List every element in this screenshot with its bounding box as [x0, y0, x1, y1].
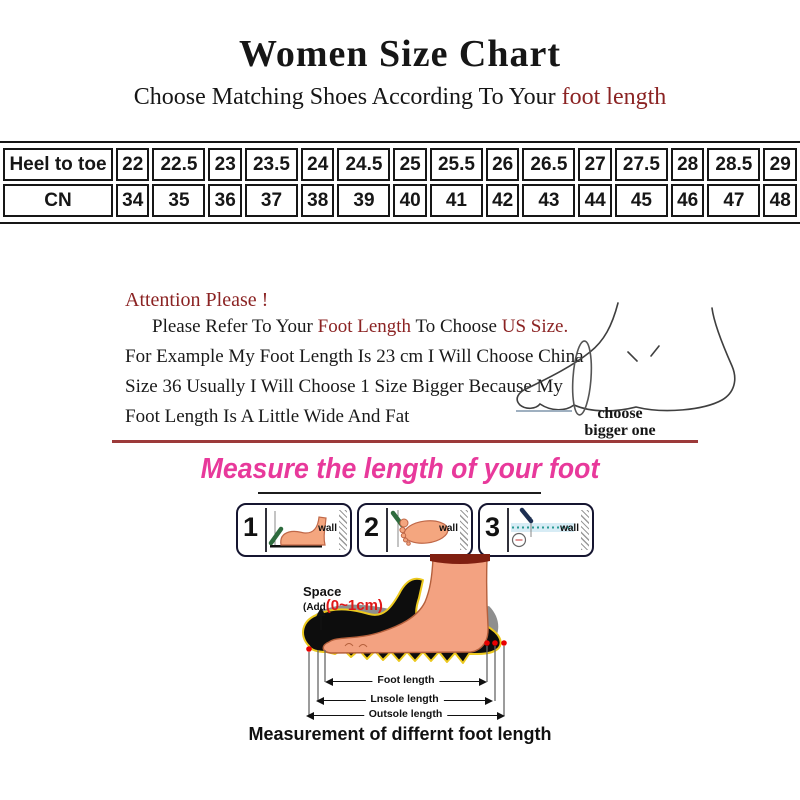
step-number-3: 3	[485, 512, 501, 542]
attention-line-1-text: Please Refer To Your	[152, 316, 318, 337]
arrow-right-head	[479, 677, 487, 686]
arrow-insole-length-label: Lnsole length	[365, 693, 444, 705]
wall-hatch	[581, 510, 589, 550]
arrow-outsole-length: Outsole length	[306, 708, 505, 722]
cn-cell: 43	[522, 184, 576, 217]
heel-cell: 22.5	[152, 148, 206, 181]
step-number-2: 2	[364, 512, 380, 542]
attention-line-3: Size 36 Usually I Will Choose 1 Size Big…	[125, 376, 563, 397]
attention-line-2: For Example My Foot Length Is 23 cm I Wi…	[125, 346, 584, 367]
step2-top-foot-illustration	[390, 510, 449, 547]
attention-us-size-highlight: US Size.	[501, 316, 569, 337]
arrow-right-head	[485, 696, 493, 705]
heel-cell: 24	[300, 148, 335, 181]
measure-heading: Measure the length of your foot	[200, 453, 600, 485]
wall-hatch	[460, 510, 468, 550]
heel-cell: 26.5	[522, 148, 576, 181]
wall-label: wall	[318, 523, 337, 534]
cn-cell: 38	[300, 184, 335, 217]
step-divider	[265, 508, 267, 552]
heel-cell: 29	[763, 148, 797, 181]
wall-hatch	[339, 510, 347, 550]
space-label: Space	[303, 584, 342, 599]
step-divider	[507, 508, 509, 552]
cn-cell: 42	[485, 184, 520, 217]
space-add-label: (Add(0~1cm)	[303, 597, 383, 614]
cn-cell: 36	[208, 184, 242, 217]
space-add-prefix: (Add	[303, 602, 326, 613]
cn-cell: 34	[116, 184, 150, 217]
attention-line-1-text2: To Choose	[411, 316, 502, 337]
cn-cell: 39	[337, 184, 391, 217]
heel-cell: 25	[393, 148, 427, 181]
heel-cell: 25.5	[429, 148, 483, 181]
subtitle-highlight: foot length	[561, 84, 667, 110]
size-table-wrapper: Heel to toe 22 22.5 23 23.5 24 24.5 25 2…	[0, 141, 800, 224]
arrow-outsole-length-label: Outsole length	[363, 708, 448, 720]
heel-cell: 26	[485, 148, 520, 181]
choose-bigger-note-line2: bigger one	[584, 422, 656, 439]
heel-cell: 27	[578, 148, 612, 181]
step-divider	[386, 508, 388, 552]
attention-line-1: Please Refer To Your Foot Length To Choo…	[125, 316, 568, 338]
arrow-foot-length: Foot length	[325, 674, 487, 688]
heel-cell: 23.5	[244, 148, 298, 181]
page-title: Women Size Chart	[238, 33, 562, 75]
cn-cell: 48	[763, 184, 797, 217]
cn-cell: 40	[393, 184, 427, 217]
subtitle: Choose Matching Shoes According To Your …	[0, 84, 800, 111]
measuring-steps: 1 wall 2 wall	[236, 503, 594, 557]
step-box-3: 3 wall	[478, 503, 594, 557]
toe-mark-line	[516, 410, 572, 412]
heel-cell: 27.5	[614, 148, 668, 181]
step-box-2: 2 wall	[357, 503, 473, 557]
heel-cell: 22	[116, 148, 150, 181]
choose-bigger-note-line1: choose	[597, 405, 643, 422]
foot-measure-illustration	[302, 554, 507, 716]
wall-label: wall	[560, 523, 579, 534]
row-label-cn: CN	[3, 184, 113, 217]
diagram-caption: Measurement of differnt foot length	[248, 724, 552, 744]
heel-cell: 23	[208, 148, 242, 181]
arrow-insole-length: Lnsole length	[316, 693, 493, 707]
arrow-foot-length-label: Foot length	[372, 674, 440, 686]
step1-side-foot-illustration	[268, 511, 327, 548]
space-add-value: (0~1cm)	[325, 597, 383, 614]
heel-cell: 28.5	[707, 148, 761, 181]
cn-cell: 35	[152, 184, 206, 217]
cn-cell: 46	[670, 184, 705, 217]
steps-top-rule	[258, 492, 541, 494]
table-row-heel-to-toe: Heel to toe 22 22.5 23 23.5 24 24.5 25 2…	[3, 148, 797, 181]
wall-label: wall	[439, 523, 458, 534]
step-box-1: 1 wall	[236, 503, 352, 557]
choose-bigger-note: choose bigger one	[560, 405, 680, 439]
subtitle-text: Choose Matching Shoes According To Your	[133, 84, 562, 110]
row-label-heel-to-toe: Heel to toe	[3, 148, 113, 181]
cn-cell: 41	[429, 184, 483, 217]
attention-foot-length-highlight: Foot Length	[317, 316, 412, 337]
cn-cell: 47	[707, 184, 761, 217]
table-row-cn: CN 34 35 36 37 38 39 40 41 42 43 44 45 4…	[3, 184, 797, 217]
step-number-1: 1	[243, 512, 259, 542]
cn-cell: 37	[244, 184, 298, 217]
size-table: Heel to toe 22 22.5 23 23.5 24 24.5 25 2…	[0, 145, 800, 220]
cn-cell: 45	[614, 184, 668, 217]
foot-sketch-illustration	[516, 302, 736, 416]
attention-line-4: Foot Length Is A Little Wide And Fat	[125, 406, 410, 427]
cn-cell: 44	[578, 184, 612, 217]
step3-measure-line-illustration	[511, 507, 574, 548]
attention-heading: Attention Please !	[125, 289, 269, 311]
section-divider-line	[112, 440, 698, 443]
heel-cell: 24.5	[337, 148, 391, 181]
arrow-right-head	[497, 711, 505, 720]
heel-cell: 28	[670, 148, 705, 181]
